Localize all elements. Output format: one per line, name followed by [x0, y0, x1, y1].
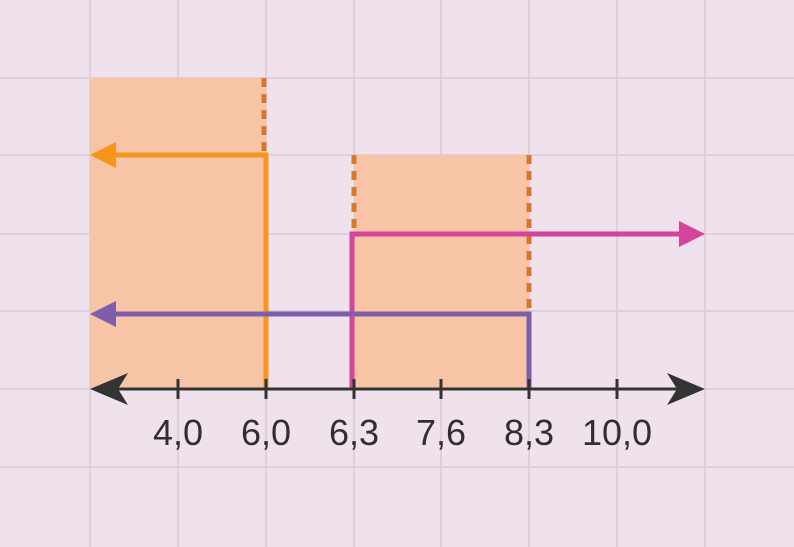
boundary-dashes — [261, 78, 532, 311]
purple-ray — [110, 311, 532, 389]
ticks: 4,0 6,0 6,3 7,6 8,3 10,0 — [153, 379, 652, 453]
tick-label: 6,3 — [329, 412, 379, 453]
axis-arrow — [667, 373, 705, 405]
shaded-region — [90, 78, 266, 389]
orange-ray — [110, 152, 269, 389]
arrowhead — [90, 142, 116, 168]
tick-label: 7,6 — [416, 412, 466, 453]
arrowhead — [679, 221, 705, 247]
magenta-ray — [349, 231, 685, 389]
tick-label: 4,0 — [153, 412, 203, 453]
axis-arrow — [90, 373, 128, 405]
tick-label: 8,3 — [504, 412, 554, 453]
arrowhead — [90, 301, 116, 327]
shaded-region — [354, 155, 529, 389]
tick-label: 10,0 — [582, 412, 652, 453]
rays — [110, 152, 685, 389]
tick-label: 6,0 — [241, 412, 291, 453]
